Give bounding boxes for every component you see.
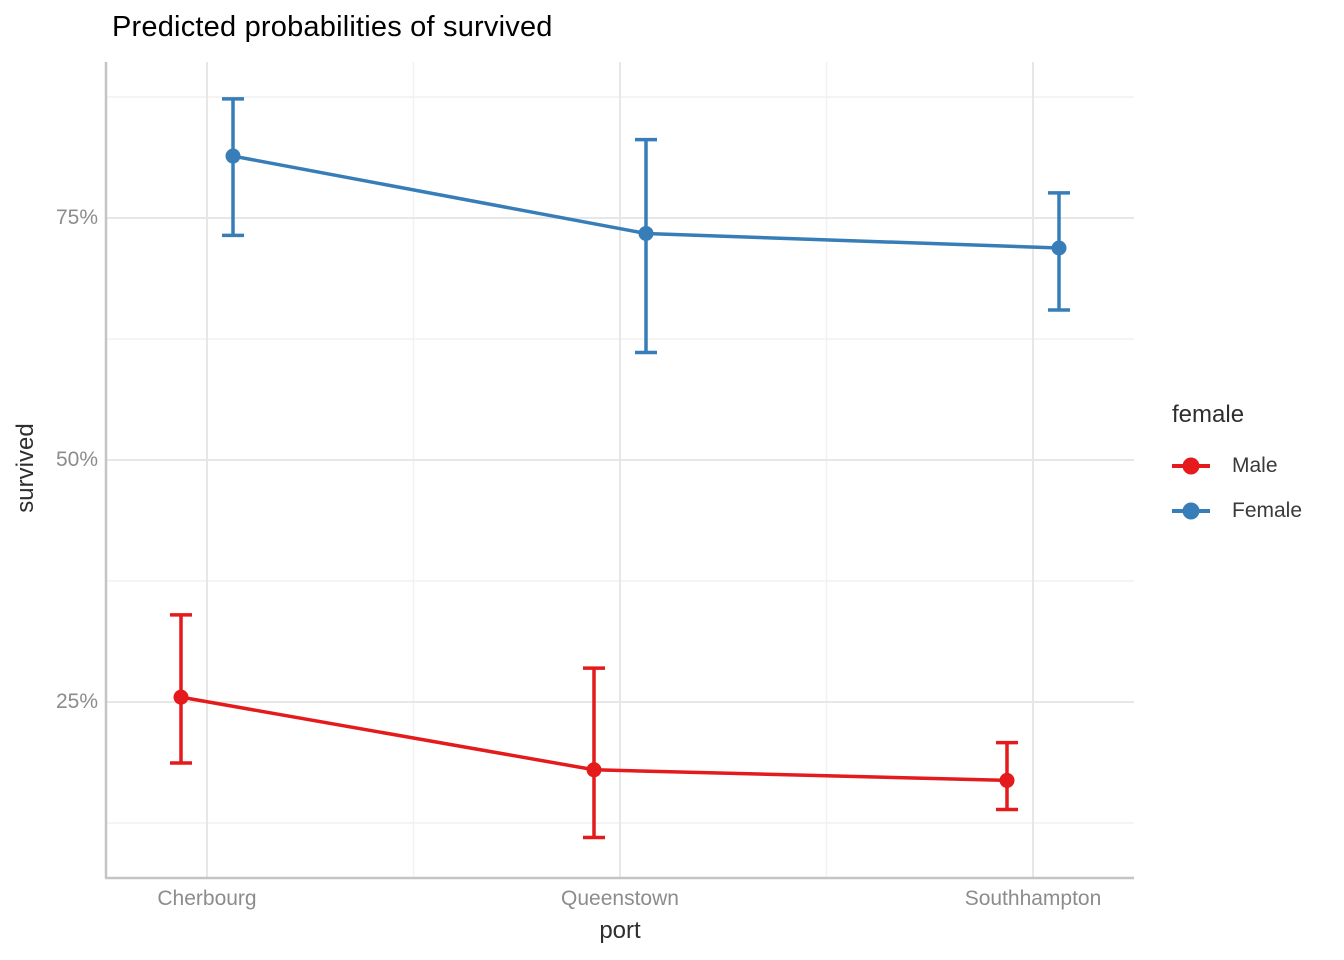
legend-item-male: Male <box>1172 451 1342 481</box>
legend-title: female <box>1172 401 1245 428</box>
data-point-male-queenstown <box>586 762 602 778</box>
data-point-male-southhampton <box>999 772 1015 788</box>
legend-item-label: Male <box>1232 454 1278 477</box>
data-point-female-queenstown <box>638 225 654 241</box>
legend-glyph-female-icon <box>1172 502 1210 520</box>
y-tick-label: 25% <box>55 690 98 713</box>
x-tick-label: Southhampton <box>964 887 1102 910</box>
x-axis-title: port <box>599 917 641 944</box>
data-point-female-cherbourg <box>225 148 241 164</box>
x-tick-label: Queenstown <box>561 887 679 910</box>
data-point-male-cherbourg <box>173 689 189 705</box>
legend-item-female: Female <box>1172 496 1342 526</box>
y-axis-title: survived <box>12 423 39 513</box>
chart-title: Predicted probabilities of survived <box>112 11 553 43</box>
data-point-female-southhampton <box>1051 240 1067 256</box>
y-tick-label: 50% <box>55 448 98 471</box>
legend-item-label: Female <box>1232 499 1303 522</box>
legend-glyph-male-icon <box>1172 457 1210 475</box>
legend-items: Male Female <box>1172 451 1342 526</box>
legend: female Male Female <box>1172 401 1342 541</box>
x-tick-label: Cherbourg <box>157 887 257 910</box>
y-tick-label: 75% <box>55 206 98 229</box>
